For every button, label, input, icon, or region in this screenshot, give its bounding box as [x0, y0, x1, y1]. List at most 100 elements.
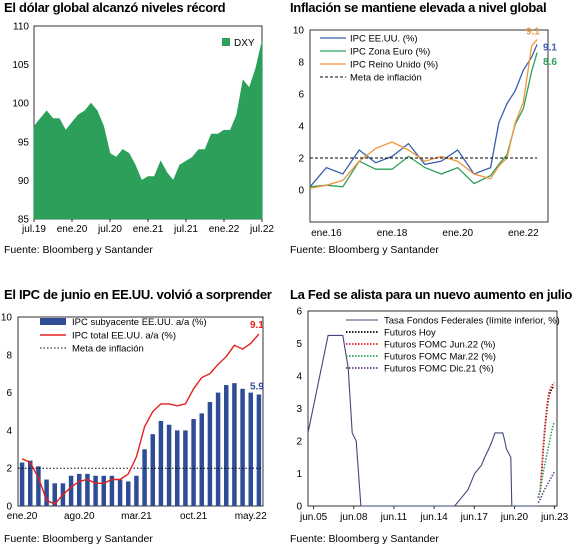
- chart-title: Inflación se mantiene elevada a nivel gl…: [290, 0, 547, 15]
- core-cpi-bar: [52, 483, 57, 506]
- legend-label: Futuros Hoy: [384, 328, 436, 339]
- y-tick-label: 85: [18, 215, 30, 226]
- x-tick-label: jun.17: [460, 512, 489, 523]
- core-cpi-bar: [36, 466, 41, 506]
- y-tick-label: 5: [296, 339, 302, 350]
- plot-frame: [309, 29, 549, 223]
- core-cpi-bar: [28, 460, 33, 506]
- core-cpi-bar: [199, 413, 204, 506]
- dxy-chart: 85 90 95 100 105 110 jul.19 ene.20 jul.20 ene.21 j…: [12, 22, 274, 236]
- x-tick-label: ene.21: [133, 224, 164, 235]
- chart-source: Fuente: Bloomberg y Santander: [290, 533, 439, 545]
- core-cpi-bar: [224, 385, 229, 506]
- series-line: [537, 471, 556, 504]
- x-tick-label: jun.20: [500, 512, 529, 523]
- core-cpi-bar: [93, 475, 98, 506]
- x-tick-label: ago.20: [64, 511, 95, 522]
- y-tick-label: 2: [296, 437, 302, 448]
- y-tick-label: 8: [6, 350, 12, 361]
- legend-label: IPC Zona Euro (%): [350, 47, 430, 58]
- core-cpi-bar: [142, 449, 147, 506]
- chart-source: Fuente: Bloomberg y Santander: [4, 244, 153, 256]
- x-tick-label: ene.20: [442, 228, 473, 239]
- chart-source: Fuente: Bloomberg y Santander: [4, 533, 153, 545]
- legend-label: IPC EE.UU. (%): [350, 34, 418, 45]
- y-tick-label: 110: [13, 22, 29, 33]
- series-line: [309, 52, 538, 188]
- y-tick-label: 1: [296, 469, 302, 480]
- core-cpi-bar: [19, 462, 25, 506]
- x-tick-label: jun.23: [540, 512, 569, 523]
- y-tick-label: 4: [296, 372, 302, 383]
- chart-title: La Fed se alista para un nuevo aumento e…: [290, 287, 572, 302]
- y-tick-label: 2: [298, 154, 304, 165]
- core-cpi-bar: [101, 475, 106, 506]
- y-tick-label: 6: [6, 388, 12, 399]
- core-cpi-bar: [191, 419, 196, 506]
- legend-label: IPC subyacente EE.UU. a/a (%): [72, 317, 207, 328]
- y-tick-label: 90: [18, 176, 30, 187]
- inflation-chart: 0 2 4 6 8 10 ene.16 ene.18 ene.20 ene.22 9.19.1 8.6…: [293, 26, 558, 240]
- x-tick-label: mar.21: [121, 511, 152, 522]
- end-label-ez: 8.6: [543, 57, 557, 68]
- core-cpi-bar: [150, 434, 155, 506]
- end-label-us: 9.1: [543, 43, 557, 54]
- core-cpi-bar: [183, 430, 188, 506]
- y-tick-label: 8: [298, 58, 304, 69]
- panel-fed: La Fed se alista para un nuevo aumento e…: [286, 275, 572, 549]
- y-tick-label: 105: [12, 60, 29, 71]
- x-tick-label: jul.19: [21, 224, 46, 235]
- chart-title: El IPC de junio en EE.UU. volvió a sorpr…: [4, 287, 272, 302]
- legend-swatch: [222, 38, 230, 46]
- panel-us-cpi: El IPC de junio en EE.UU. volvió a sorpr…: [0, 275, 286, 549]
- x-tick-label: ene.16: [311, 228, 342, 239]
- x-tick-label: ene.20: [7, 511, 38, 522]
- x-tick-label: oct.21: [180, 511, 208, 522]
- y-tick-label: 6: [298, 90, 304, 101]
- panel-inflation: Inflación se mantiene elevada a nivel gl…: [286, 0, 572, 274]
- y-tick-label: 6: [296, 307, 302, 318]
- x-tick-label: jul.20: [97, 224, 122, 235]
- series-line: [537, 385, 555, 499]
- core-cpi-bar: [126, 481, 131, 506]
- legend-label: Meta de inflación: [350, 73, 422, 84]
- core-cpi-bar: [85, 473, 90, 506]
- core-cpi-bar: [77, 473, 82, 506]
- legend-swatch: [40, 318, 66, 325]
- series-line: [307, 334, 539, 507]
- chart-source: Fuente: Bloomberg y Santander: [290, 244, 439, 256]
- series-line: [309, 44, 538, 188]
- core-cpi-bar: [240, 388, 245, 506]
- x-tick-label: ene.22: [508, 228, 539, 239]
- core-cpi-bar: [158, 420, 164, 506]
- x-tick-label: jul.21: [173, 224, 198, 235]
- x-tick-label: may.22: [235, 511, 267, 522]
- core-cpi-bar: [109, 475, 115, 506]
- core-cpi-bar: [207, 402, 213, 506]
- dxy-area: [33, 41, 263, 220]
- core-cpi-bar: [248, 392, 253, 506]
- series-line: [309, 39, 538, 190]
- y-tick-label: 0: [298, 186, 304, 197]
- core-cpi-bar: [232, 383, 237, 506]
- x-tick-label: ene.18: [377, 228, 408, 239]
- core-cpi-bar: [215, 392, 221, 506]
- y-tick-label: 3: [296, 404, 302, 415]
- end-label-core: 5.9: [250, 381, 264, 392]
- legend-label: DXY: [234, 38, 255, 49]
- core-cpi-bar: [68, 475, 74, 506]
- y-tick-label: 10: [1, 313, 13, 324]
- series-line: [537, 381, 555, 499]
- x-tick-label: jun.08: [339, 512, 368, 523]
- core-cpi-bar: [134, 475, 139, 506]
- legend-label: Tasa Fondos Federales (límite inferior, …: [384, 316, 560, 327]
- x-tick-label: ene.20: [57, 224, 88, 235]
- x-tick-label: jul.22: [249, 224, 274, 235]
- headline-cpi-line: [21, 333, 260, 505]
- legend-label: Futuros FOMC Mar.22 (%): [384, 352, 496, 363]
- y-tick-label: 0: [6, 502, 12, 513]
- x-tick-label: jun.14: [419, 512, 448, 523]
- legend-label: Meta de inflación: [72, 344, 144, 355]
- y-tick-label: 0: [296, 502, 302, 513]
- fed-funds-chart: 0 1 2 3 4 5 6 jun.05 jun.08 jun.11 jun.14 jun.17 jun…: [296, 307, 569, 524]
